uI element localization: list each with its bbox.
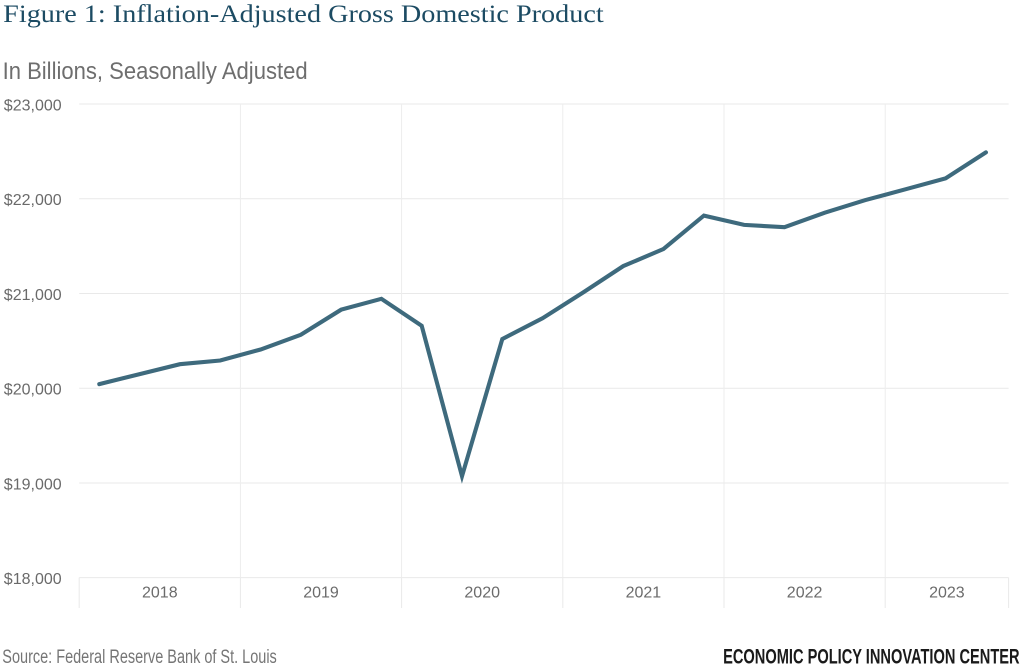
svg-text:$23,000: $23,000 (4, 97, 62, 114)
svg-text:2023: 2023 (929, 585, 965, 602)
svg-text:Figure 1: Inflation-Adjusted G: Figure 1: Inflation-Adjusted Gross Domes… (3, 1, 604, 28)
svg-text:ECONOMIC POLICY INNOVATION CEN: ECONOMIC POLICY INNOVATION CENTER (723, 645, 1020, 668)
svg-text:2020: 2020 (464, 585, 500, 602)
svg-text:2019: 2019 (303, 585, 339, 602)
svg-text:2018: 2018 (142, 585, 178, 602)
svg-text:$18,000: $18,000 (4, 571, 62, 588)
svg-text:$22,000: $22,000 (4, 192, 62, 209)
svg-text:2021: 2021 (626, 585, 662, 602)
svg-text:$20,000: $20,000 (4, 382, 62, 399)
svg-text:$19,000: $19,000 (4, 476, 62, 493)
svg-text:In Billions, Seasonally Adjust: In Billions, Seasonally Adjusted (3, 58, 308, 85)
svg-text:2022: 2022 (787, 585, 823, 602)
svg-text:$21,000: $21,000 (4, 287, 62, 304)
svg-text:Source: Federal Reserve Bank o: Source: Federal Reserve Bank of St. Loui… (2, 647, 277, 668)
